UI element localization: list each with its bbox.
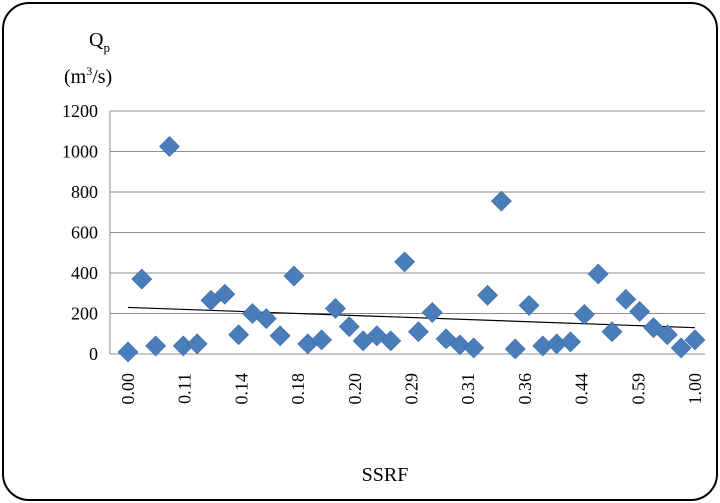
x-tick-label: 0.36 [515, 373, 535, 405]
y-tick-labels: 0 200 400 600 800 1000 1200 [62, 101, 98, 364]
data-point [643, 317, 664, 339]
x-tick-labels: 0.00 0.11 0.14 0.18 0.20 0.29 0.31 0.36 0.44 0.59… [118, 373, 705, 405]
data-point [380, 330, 402, 352]
data-point [601, 321, 623, 343]
data-point [449, 334, 471, 356]
x-axis-title: SSRF [362, 464, 409, 486]
data-point [159, 136, 180, 157]
y-tick-label: 1200 [62, 101, 98, 121]
data-point [131, 268, 153, 290]
grid [109, 110, 705, 355]
trendline [127, 306, 696, 329]
data-point [490, 190, 512, 212]
data-point [269, 325, 291, 347]
x-tick-label: 0.44 [572, 373, 592, 405]
data-point [504, 338, 526, 360]
x-tick-label: 0.14 [231, 373, 251, 405]
data-point [463, 337, 485, 359]
data-point [255, 308, 277, 329]
y-tick-label: 1000 [62, 142, 98, 162]
y-tick-label: 600 [71, 223, 98, 243]
data-point [214, 283, 236, 305]
x-tick-label: 0.00 [118, 373, 138, 405]
data-point [407, 321, 429, 343]
data-point [394, 251, 416, 273]
y-axis-unit: (m3/s) [64, 64, 112, 88]
y-tick-label: 800 [71, 182, 98, 202]
x-tick-label: 0.29 [402, 373, 422, 405]
data-point [670, 337, 692, 359]
data-point [573, 304, 595, 325]
x-tick-label: 0.11 [175, 373, 195, 404]
data-point [325, 298, 346, 319]
x-tick-label: 0.18 [288, 373, 308, 405]
x-tick-label: 0.31 [458, 373, 478, 405]
data-point [117, 341, 139, 363]
data-point [587, 263, 609, 285]
y-tick-label: 0 [89, 344, 98, 364]
data-point [615, 288, 637, 310]
x-tick-label: 0.59 [628, 373, 648, 405]
data-point [311, 329, 333, 351]
data-point [560, 331, 581, 353]
data-point [656, 324, 678, 346]
data-point [518, 294, 540, 316]
data-point [186, 333, 208, 355]
x-tick-label: 1.00 [685, 373, 705, 405]
data-point [283, 265, 305, 287]
data-point [421, 302, 443, 323]
data-point [338, 316, 360, 338]
y-tick-label: 400 [71, 263, 98, 283]
y-axis-symbol: Qp [89, 29, 110, 55]
data-point [684, 329, 706, 351]
y-tick-label: 200 [71, 304, 98, 324]
x-tick-label: 0.20 [345, 373, 365, 405]
data-point [477, 284, 498, 306]
data-points [117, 136, 706, 363]
data-point [629, 301, 651, 322]
data-point [145, 335, 167, 357]
data-point [228, 324, 250, 346]
